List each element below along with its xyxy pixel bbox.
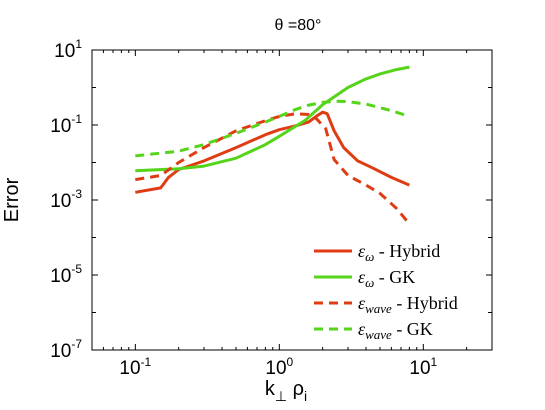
x-axis-label: k⊥ ρi <box>265 378 307 404</box>
axis-ticks: 10-1 100 101 10-7 10-5 10-3 10-1 101 <box>50 37 492 379</box>
y-tick-label: 101 <box>54 37 82 62</box>
legend-label-1: εω - GK <box>358 267 415 290</box>
y-axis-label: Error <box>1 177 23 222</box>
x-tick-label: 10-1 <box>119 355 151 379</box>
chart-title: θ =80° <box>275 17 322 34</box>
y-tick-label: 10-7 <box>50 337 82 362</box>
plot-area <box>91 49 493 351</box>
legend: εω - Hybrid εω - GK εwave - Hybrid εwave - … <box>314 241 458 342</box>
series-layer <box>135 65 411 225</box>
legend-label-3: εwave - GK <box>358 319 433 342</box>
y-tick-label: 10-3 <box>50 187 82 212</box>
series-line-2 <box>135 112 411 225</box>
legend-label-0: εω - Hybrid <box>358 241 440 264</box>
series-line-1 <box>135 65 410 173</box>
y-tick-label: 10-5 <box>50 262 82 287</box>
x-tick-label: 101 <box>409 355 437 379</box>
y-tick-label: 10-1 <box>50 112 82 137</box>
series-line-3 <box>135 99 410 158</box>
x-tick-label: 100 <box>265 355 293 379</box>
legend-label-2: εwave - Hybrid <box>358 293 458 316</box>
